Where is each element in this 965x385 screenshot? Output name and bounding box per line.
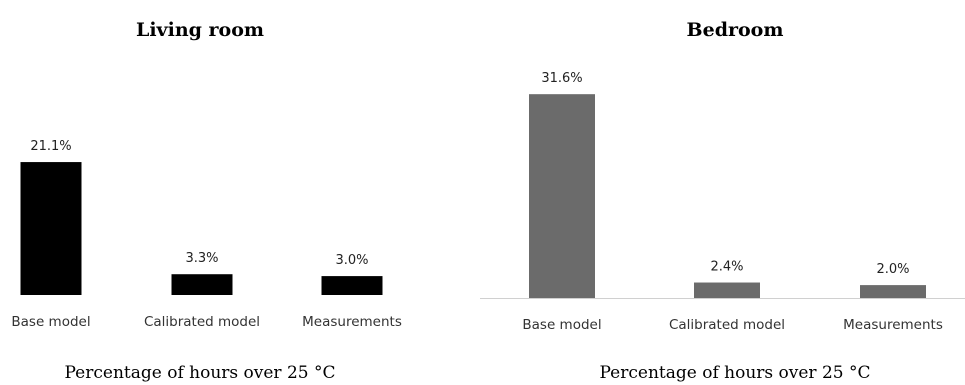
- bar-calibrated-model: [694, 282, 760, 298]
- chart-title: Bedroom: [687, 19, 784, 41]
- data-labels: 21.1% 3.3% 3.0%: [30, 139, 368, 268]
- data-labels: 31.6% 2.4% 2.0%: [541, 71, 909, 277]
- bedroom-chart: Bedroom 31.6% 2.4% 2.0% Base model Calibrat…: [480, 19, 965, 383]
- x-tick-label: Measurements: [843, 317, 943, 333]
- bars: [20, 162, 383, 295]
- data-label: 2.4%: [710, 260, 743, 275]
- bar-measurements: [860, 285, 926, 298]
- bar-calibrated-model: [171, 274, 233, 295]
- data-label: 31.6%: [541, 71, 582, 86]
- chart-title: Living room: [136, 19, 264, 41]
- x-tick-labels: Base model Calibrated model Measurements: [11, 314, 401, 330]
- bars: [529, 94, 926, 299]
- bar-base-model: [529, 94, 595, 299]
- x-axis-label: Percentage of hours over 25 °C: [65, 363, 336, 383]
- data-label: 2.0%: [876, 262, 909, 277]
- x-tick-label: Calibrated model: [144, 314, 260, 330]
- data-label: 3.0%: [335, 253, 368, 268]
- bar-measurements: [321, 276, 383, 295]
- x-tick-labels: Base model Calibrated model Measurements: [522, 317, 942, 333]
- x-tick-label: Base model: [522, 317, 601, 333]
- living-room-chart: Living room 21.1% 3.3% 3.0% Base model Cali…: [11, 19, 401, 383]
- x-tick-label: Calibrated model: [669, 317, 785, 333]
- data-label: 21.1%: [30, 139, 71, 154]
- x-axis-label: Percentage of hours over 25 °C: [600, 363, 871, 383]
- x-tick-label: Base model: [11, 314, 90, 330]
- bar-base-model: [20, 162, 82, 295]
- x-tick-label: Measurements: [302, 314, 402, 330]
- data-label: 3.3%: [185, 251, 218, 266]
